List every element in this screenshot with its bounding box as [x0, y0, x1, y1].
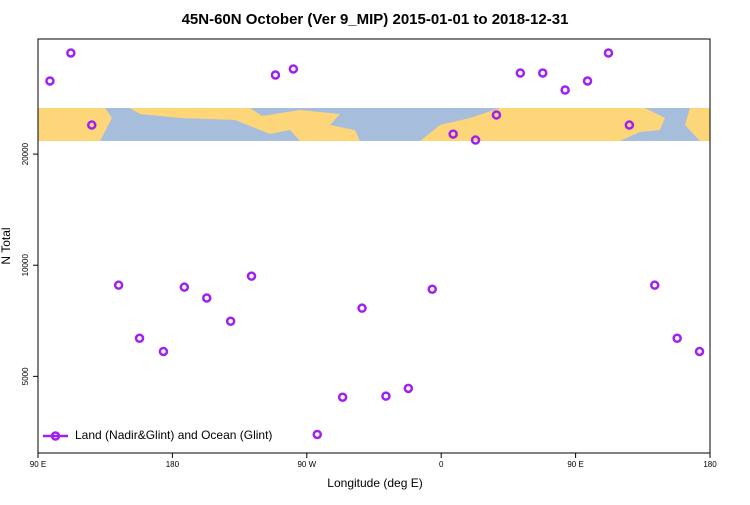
point — [113, 280, 124, 290]
point — [357, 303, 367, 313]
point — [87, 120, 97, 130]
point — [560, 85, 570, 95]
point — [582, 76, 593, 86]
x-tick-label: 0 — [439, 460, 444, 469]
point — [288, 64, 299, 74]
x-tick-label: 90 E — [567, 460, 583, 469]
point — [427, 284, 437, 294]
point — [312, 429, 323, 440]
point — [672, 333, 682, 344]
point — [537, 68, 548, 78]
point — [134, 333, 145, 344]
x-tick-label: 180 — [166, 460, 180, 469]
x-tick-label: 180 — [703, 460, 717, 469]
point — [515, 68, 526, 78]
y-tick-label: 20000 — [21, 142, 30, 165]
point — [270, 70, 281, 80]
point — [246, 271, 257, 281]
legend-label: Land (Nadir&Glint) and Ocean (Glint) — [75, 428, 272, 442]
point — [694, 346, 705, 357]
point — [491, 110, 502, 120]
x-tick-label: 90 E — [30, 460, 46, 469]
point — [448, 129, 458, 139]
point — [403, 383, 414, 394]
legend-marker — [50, 431, 61, 441]
point — [470, 135, 481, 145]
y-axis-label: N Total — [0, 227, 13, 264]
y-tick-label: 5000 — [21, 367, 30, 385]
point — [649, 280, 660, 290]
point — [603, 48, 614, 58]
x-axis-label: Longitude (deg E) — [327, 476, 422, 490]
point — [381, 391, 391, 401]
point — [45, 76, 55, 86]
point — [337, 392, 348, 402]
chart-title: 45N-60N October (Ver 9_MIP) 2015-01-01 t… — [182, 11, 569, 28]
x-tick-label: 90 W — [297, 460, 316, 469]
point — [225, 316, 236, 327]
point — [201, 293, 212, 303]
map-band — [38, 108, 710, 141]
point — [158, 346, 169, 357]
plot-frame — [37, 38, 711, 454]
point — [66, 48, 76, 58]
y-tick-label: 10000 — [21, 254, 30, 277]
point — [624, 120, 635, 130]
point — [179, 282, 190, 292]
